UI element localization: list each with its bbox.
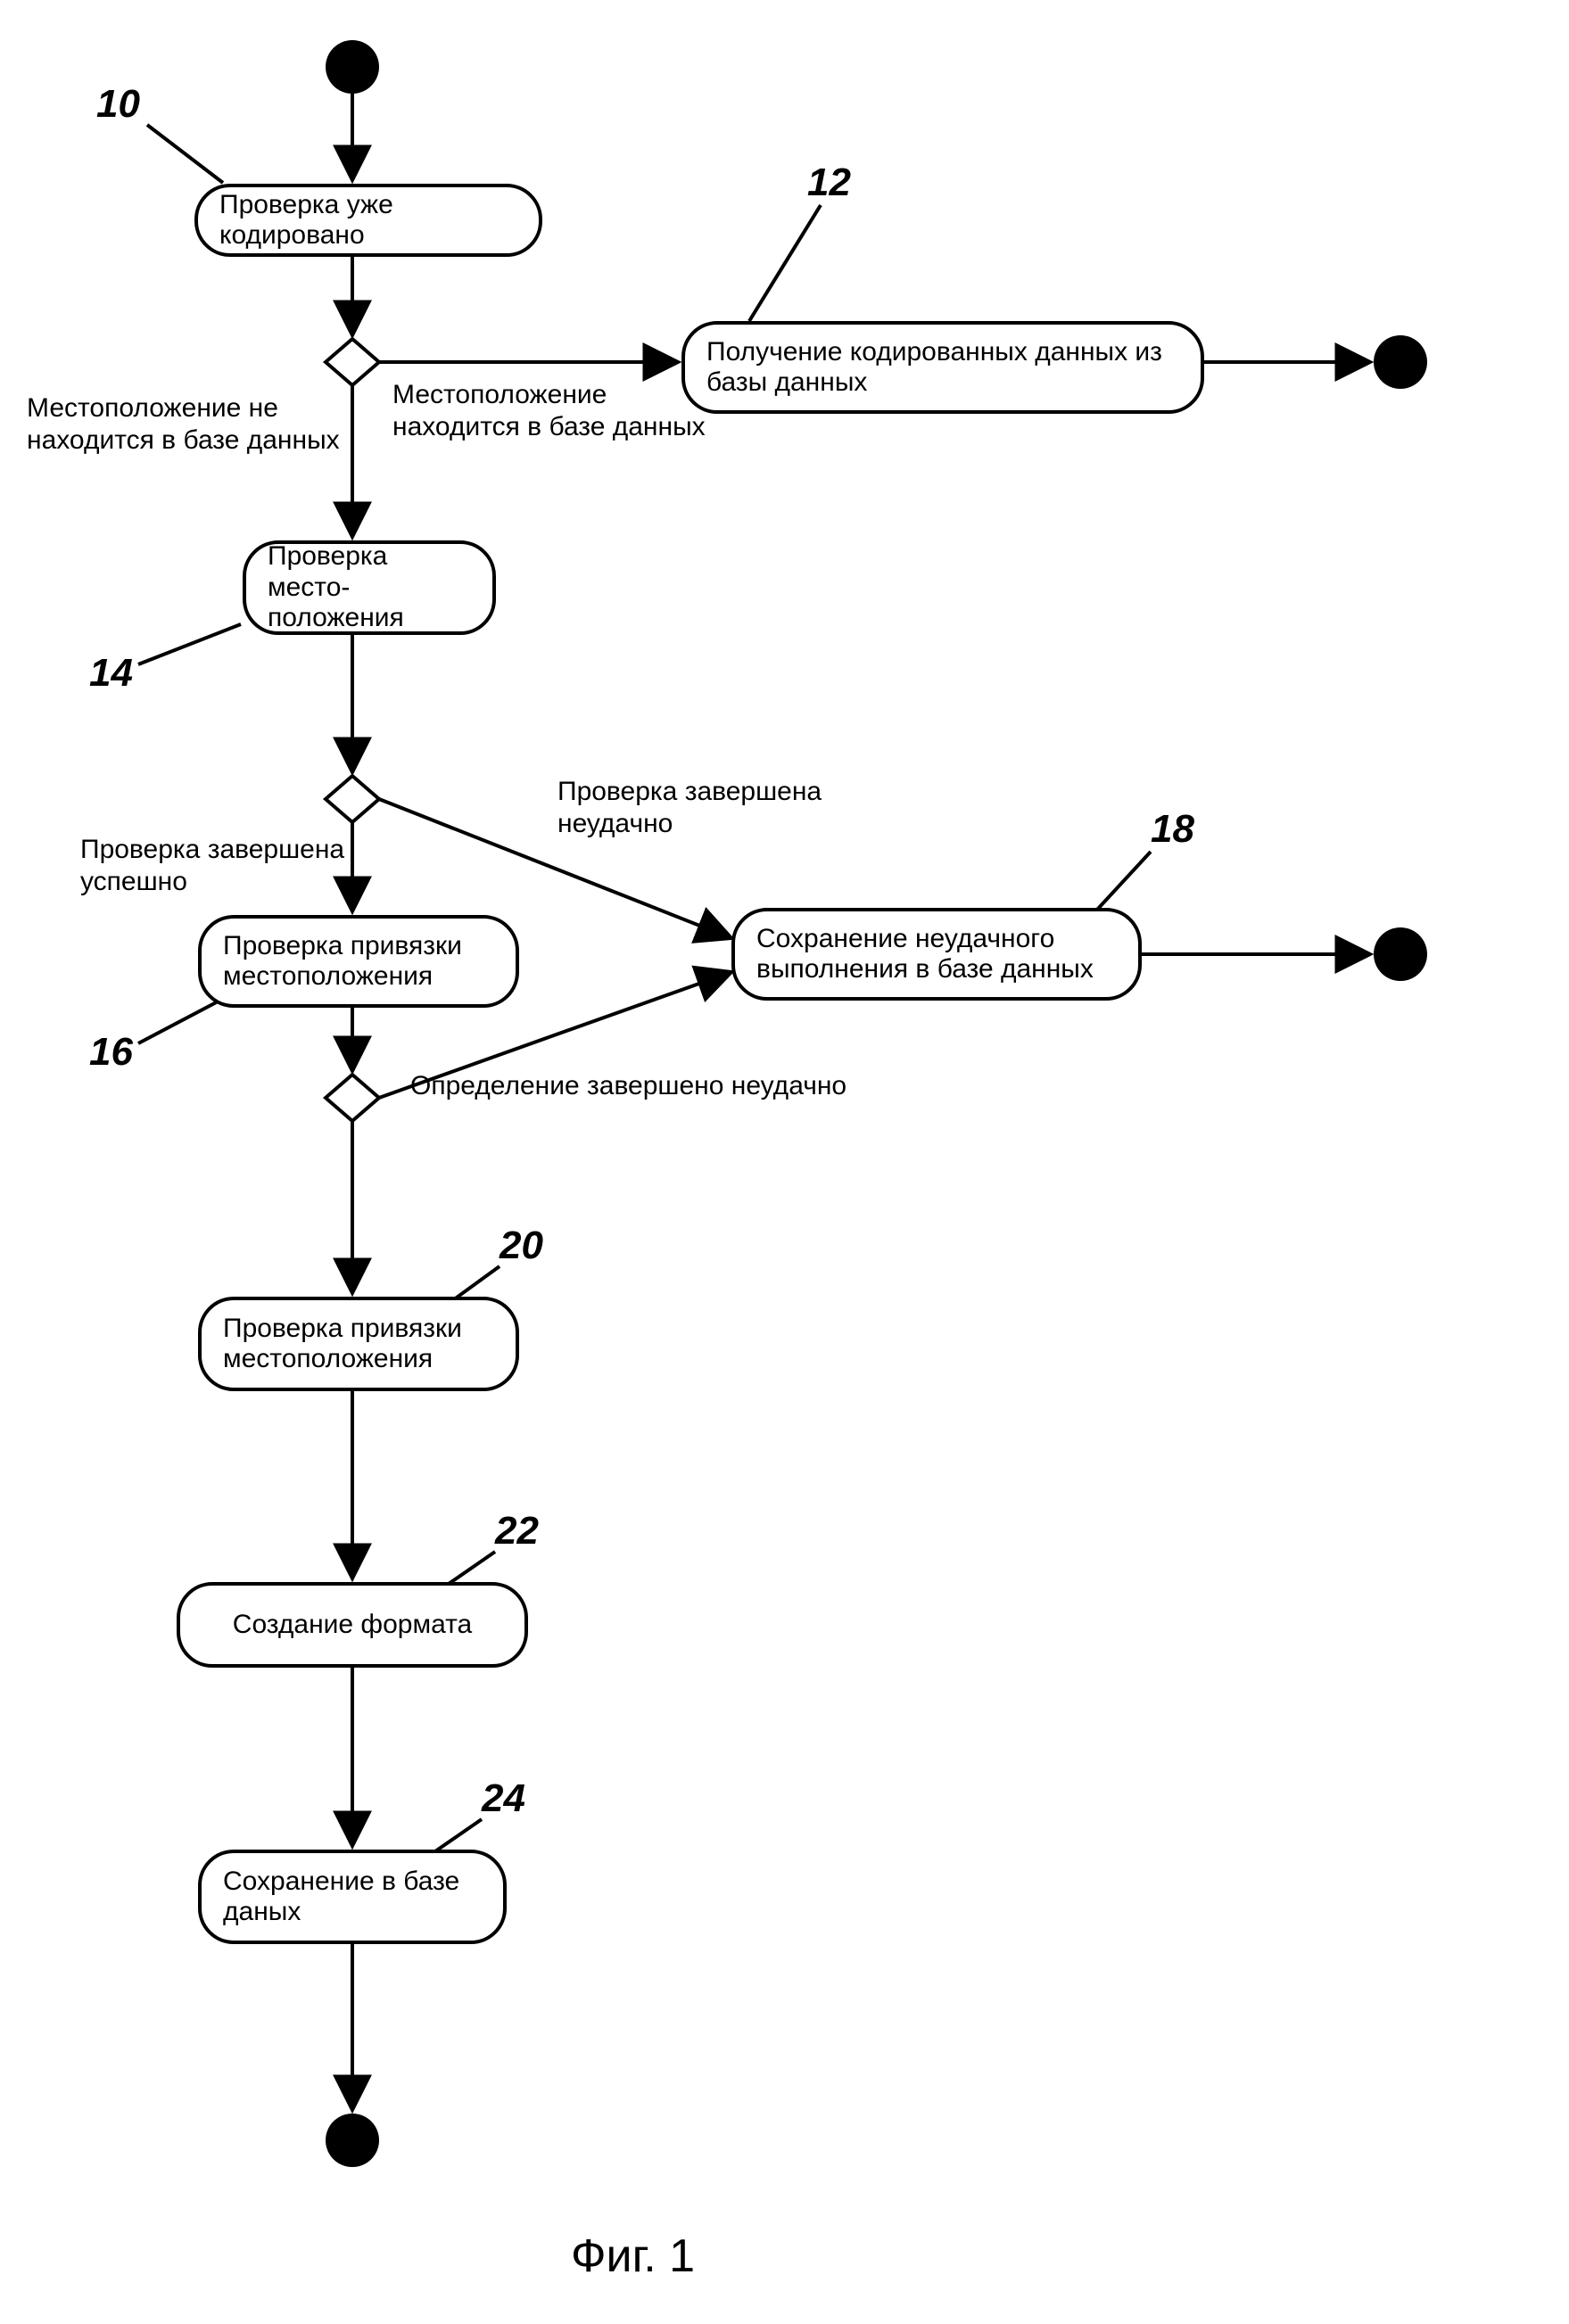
edge-label-in-db: Местоположение находится в базе данных [392,379,706,443]
node-20-text-l1: Проверка привязки [223,1314,462,1345]
node-16: Проверка привязки местоположения [198,915,519,1008]
node-20: Проверка привязки местоположения [198,1297,519,1391]
ref-12: 12 [807,161,851,205]
node-18-text-l1: Сохранение неудачного [756,924,1094,955]
end-dot-3 [326,2114,379,2167]
node-24-text-l2: даных [223,1897,459,1928]
ref-10: 10 [96,82,140,127]
node-10-text: Проверка уже кодировано [219,190,517,251]
node-20-text-l2: местоположения [223,1344,462,1375]
figure-caption: Фиг. 1 [571,2229,695,2283]
edge-label-not-in-db: Местоположение не находится в базе данны… [27,392,340,457]
flowchart-stage: Проверка уже кодировано Получение кодиро… [0,0,1569,2324]
edge-label-check-fail: Проверка завершена неудачно [557,776,822,840]
ref-24: 24 [482,1776,525,1821]
node-14-text-l2: положения [268,603,471,634]
node-22-text: Создание формата [233,1610,472,1641]
end-dot-1 [1374,335,1427,389]
node-16-text-l1: Проверка привязки [223,931,462,962]
node-16-text-l2: местоположения [223,961,462,993]
end-dot-2 [1374,927,1427,981]
node-14-text-l1: Проверка место- [268,541,471,603]
node-24-text-l1: Сохранение в базе [223,1867,459,1898]
ref-16: 16 [89,1030,133,1075]
node-18: Сохранение неудачного выполнения в базе … [731,908,1142,1001]
node-22: Создание формата [177,1582,528,1668]
node-12: Получение кодированных данных из базы да… [681,321,1204,414]
node-12-text-l1: Получение кодированных данных из [706,337,1162,368]
ref-18: 18 [1151,807,1194,852]
start-dot [326,40,379,94]
ref-22: 22 [495,1509,539,1553]
decision-3 [326,1075,379,1121]
decision-1 [326,339,379,385]
node-12-text-l2: базы данных [706,367,1162,399]
node-10: Проверка уже кодировано [194,184,542,257]
edge-label-determine-fail: Определение завершено неудачно [410,1070,846,1102]
ref-14: 14 [89,651,133,696]
node-18-text-l2: выполнения в базе данных [756,954,1094,985]
ref-20: 20 [500,1224,543,1268]
decision-2 [326,776,379,822]
node-14: Проверка место- положения [243,540,496,635]
edge-label-check-success: Проверка завершена успешно [80,834,344,898]
node-24: Сохранение в базе даных [198,1850,507,1944]
